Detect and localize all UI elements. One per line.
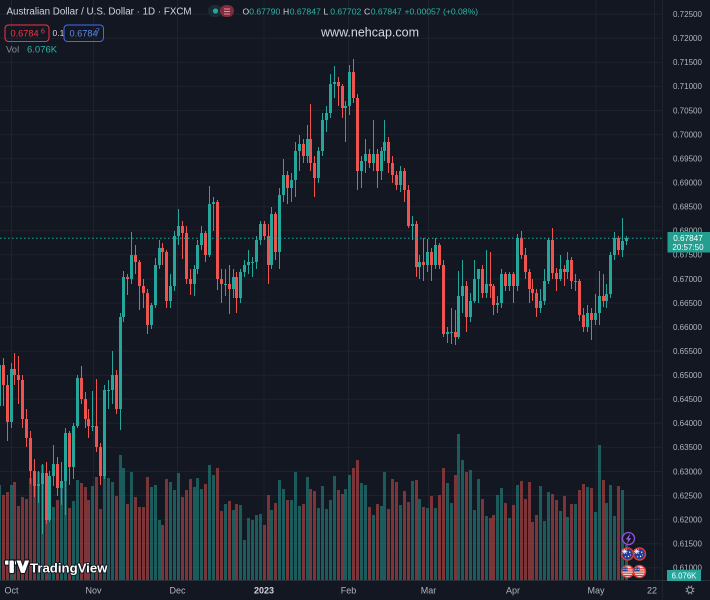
svg-text:www.nehcap.com: www.nehcap.com: [320, 26, 419, 40]
svg-text:0.63500: 0.63500: [673, 443, 702, 452]
svg-text:Nov: Nov: [85, 586, 102, 596]
svg-text:0.67790: 0.67790: [249, 7, 280, 17]
svg-text:0.72500: 0.72500: [673, 10, 702, 19]
svg-text:0.69500: 0.69500: [673, 154, 702, 163]
svg-text:0.62500: 0.62500: [673, 491, 702, 500]
svg-text:0.67000: 0.67000: [673, 275, 702, 284]
svg-text:0.66000: 0.66000: [673, 323, 702, 332]
svg-text:O: O: [243, 7, 250, 17]
svg-text:2023: 2023: [254, 586, 274, 596]
svg-text:22: 22: [647, 586, 657, 596]
svg-text:0.65500: 0.65500: [673, 347, 702, 356]
svg-text:0.67847: 0.67847: [290, 7, 321, 17]
svg-text:Oct: Oct: [4, 586, 19, 596]
svg-text:0.67702: 0.67702: [330, 7, 361, 17]
svg-text:0.62000: 0.62000: [673, 515, 702, 524]
svg-text:0.68500: 0.68500: [673, 203, 702, 212]
svg-text:0.66500: 0.66500: [673, 299, 702, 308]
svg-text:Dec: Dec: [169, 586, 186, 596]
svg-text:0.70500: 0.70500: [673, 106, 702, 115]
svg-text:Feb: Feb: [341, 586, 357, 596]
svg-text:0.67847: 0.67847: [371, 7, 402, 17]
svg-text:7: 7: [96, 27, 100, 36]
svg-text:0.70000: 0.70000: [673, 130, 702, 139]
svg-text:TradingView: TradingView: [30, 560, 108, 575]
svg-text:6: 6: [41, 27, 45, 36]
svg-text:May: May: [587, 586, 605, 596]
svg-text:0.67500: 0.67500: [673, 251, 702, 260]
svg-text:+0.00057 (+0.08%): +0.00057 (+0.08%): [405, 7, 479, 17]
svg-text:C: C: [364, 7, 370, 17]
svg-text:6.076K: 6.076K: [672, 571, 698, 580]
svg-text:20:57:50: 20:57:50: [672, 243, 704, 252]
svg-text:H: H: [283, 7, 289, 17]
svg-text:Mar: Mar: [421, 586, 437, 596]
svg-text:0.6784: 0.6784: [11, 29, 39, 39]
svg-text:0.63000: 0.63000: [673, 467, 702, 476]
svg-text:Australian Dollar / U.S. Dolla: Australian Dollar / U.S. Dollar · 1D · F…: [7, 7, 192, 18]
svg-text:0.68000: 0.68000: [673, 227, 702, 236]
svg-text:0.1: 0.1: [53, 28, 65, 38]
svg-text:6.076K: 6.076K: [27, 45, 58, 56]
svg-text:0.71000: 0.71000: [673, 82, 702, 91]
svg-text:0.64000: 0.64000: [673, 419, 702, 428]
svg-text:0.6784: 0.6784: [70, 29, 98, 39]
svg-text:Apr: Apr: [506, 586, 520, 596]
svg-text:L: L: [324, 7, 329, 17]
svg-text:0.61000: 0.61000: [673, 564, 702, 573]
svg-text:0.72000: 0.72000: [673, 34, 702, 43]
svg-text:0.61500: 0.61500: [673, 540, 702, 549]
svg-text:0.71500: 0.71500: [673, 58, 702, 67]
svg-text:Vol: Vol: [6, 45, 19, 56]
svg-text:0.65000: 0.65000: [673, 371, 702, 380]
svg-text:0.67847: 0.67847: [673, 234, 703, 243]
svg-text:0.69000: 0.69000: [673, 179, 702, 188]
svg-text:0.64500: 0.64500: [673, 395, 702, 404]
